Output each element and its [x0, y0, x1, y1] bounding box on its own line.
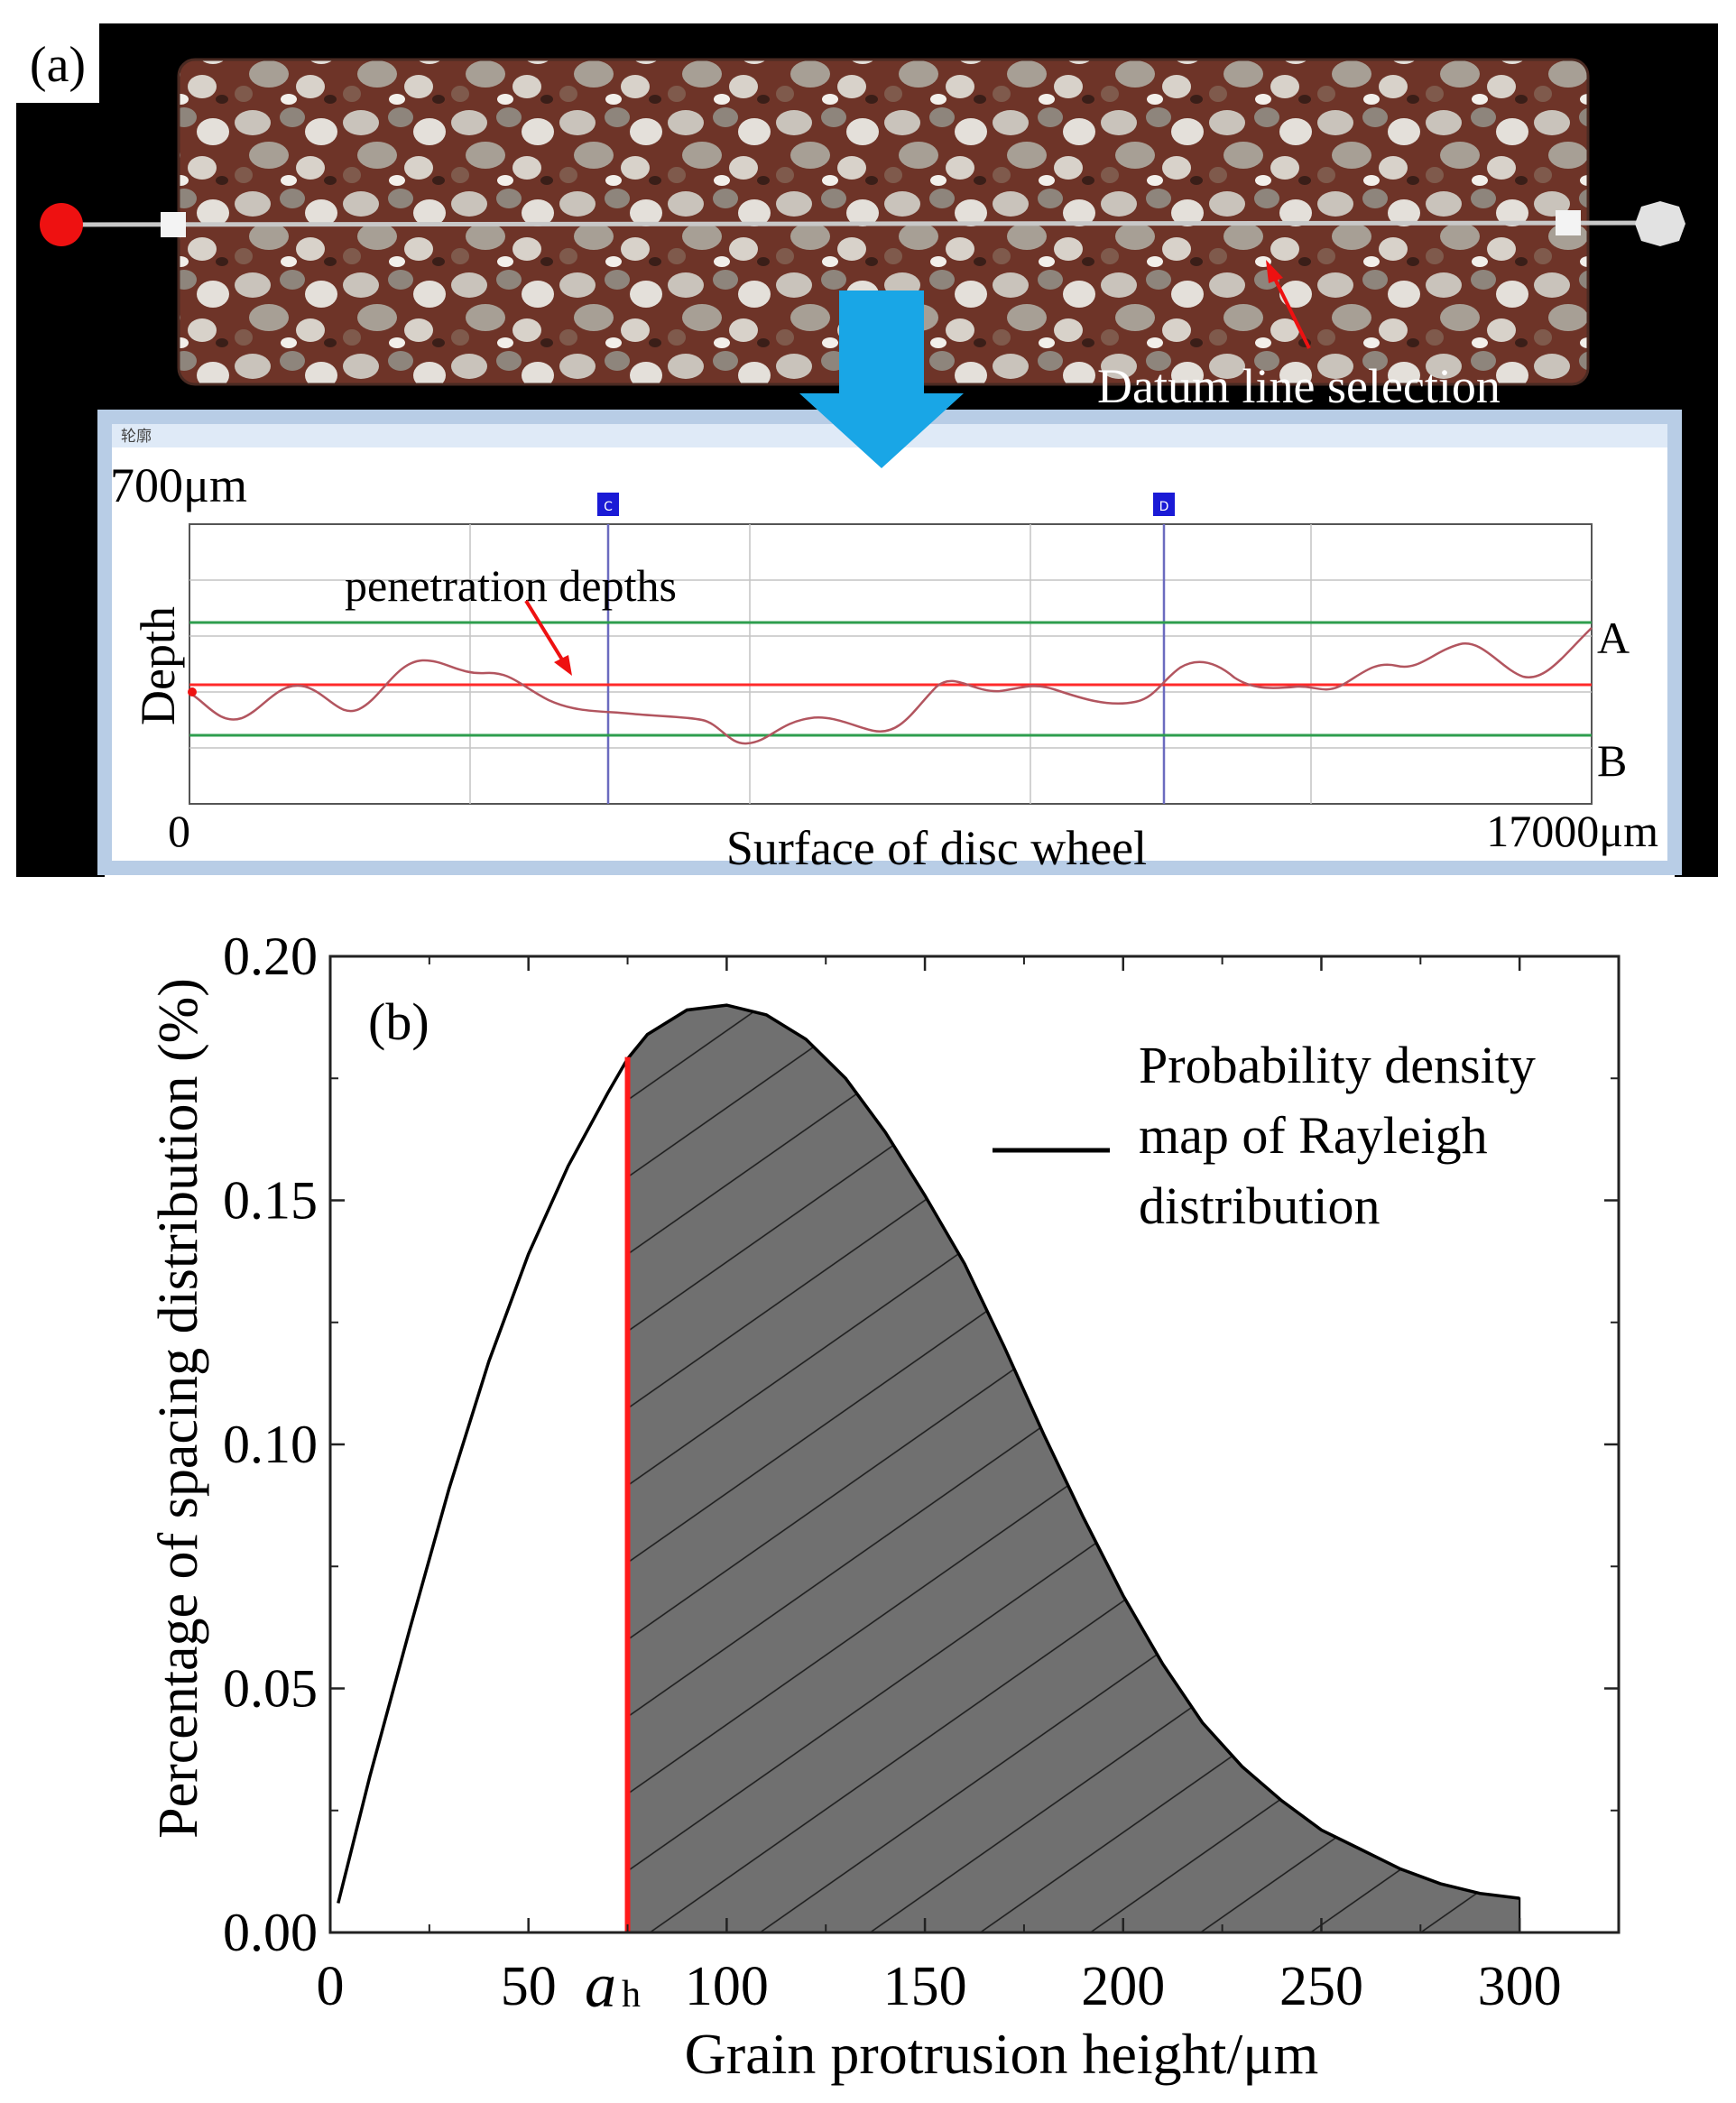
legend-text-line: Probability density	[1139, 1036, 1536, 1094]
panel-a-label: (a)	[30, 37, 86, 93]
y-axis-label: Percentage of spacing distribution (%)	[148, 978, 209, 1839]
y-tick-label: 0.00	[223, 1903, 318, 1962]
surface-profile-curve	[189, 627, 1593, 745]
x-tick-label: 300	[1478, 1956, 1562, 2017]
scale-top-label: 700μm	[110, 458, 247, 512]
window-caption: 轮廓	[121, 428, 152, 446]
panel-a-label-box	[16, 23, 99, 103]
legend-text-line: map of Rayleigh	[1139, 1106, 1488, 1165]
profile-x-origin: 0	[168, 806, 190, 856]
y-tick-label: 0.15	[223, 1171, 318, 1231]
rayleigh-chart: 0 50 100 150 200 250 300 0.00 0.05 0.10 0.15 0.20 a h…	[148, 927, 1621, 2086]
x-tick-label: 0	[317, 1956, 345, 2017]
rayleigh-curve	[337, 1003, 1520, 1904]
marker-c-label: C	[604, 500, 613, 514]
datum-end-handle[interactable]	[1635, 201, 1685, 246]
transition-arrow	[799, 291, 964, 468]
penetration-arrow-head	[554, 655, 572, 676]
threshold-label: a	[585, 1951, 616, 2021]
y-tick-label: 0.20	[223, 927, 318, 986]
datum-annotation-arrow	[1266, 260, 1311, 349]
panel-b-label: (b)	[368, 992, 429, 1051]
panel-b: 0 50 100 150 200 250 300 0.00 0.05 0.10 0.15 0.20 a h…	[0, 884, 1736, 2103]
line-a-label: A	[1597, 613, 1630, 663]
y-tick-label: 0.10	[223, 1415, 318, 1474]
datum-left-knob[interactable]	[161, 212, 186, 237]
panel-a: Datum line selection (a) 轮廓 700μm	[16, 23, 1718, 877]
profile-window: 轮廓 700μm C D	[97, 410, 1682, 877]
y-tick-label: 0.05	[223, 1659, 318, 1719]
profile-xlabel: Surface of disc wheel	[726, 821, 1147, 875]
profile-gridlines	[189, 524, 1592, 804]
datum-right-knob[interactable]	[1556, 210, 1581, 235]
profile-x-end: 17000μm	[1486, 806, 1658, 856]
datum-start-handle[interactable]	[40, 203, 83, 246]
x-tick-label: 50	[501, 1956, 557, 2017]
x-tick-label: 200	[1081, 1956, 1165, 2017]
threshold-subscript: h	[622, 1974, 641, 2015]
panel-a-canvas: Datum line selection (a) 轮廓 700μm	[16, 23, 1685, 877]
marker-d-handle[interactable]	[1153, 493, 1175, 516]
datum-annotation: Datum line selection	[1097, 359, 1501, 413]
marker-c-handle[interactable]	[597, 493, 619, 516]
penetration-arrow-shaft	[524, 599, 567, 666]
x-tick-label: 150	[883, 1956, 967, 2017]
line-b-label: B	[1597, 735, 1627, 786]
datum-line[interactable]	[40, 201, 1685, 246]
penetration-annotation: penetration depths	[345, 560, 677, 611]
profile-plot-area	[189, 523, 1593, 805]
marker-d-label: D	[1159, 500, 1169, 514]
x-tick-label: 250	[1279, 1956, 1363, 2017]
x-tick-label: 100	[685, 1956, 769, 2017]
legend-text-line: distribution	[1139, 1176, 1380, 1235]
profile-ylabel: Depth	[131, 606, 185, 725]
profile-start-dot	[188, 687, 197, 696]
x-axis-label: Grain protrusion height/μm	[685, 2022, 1319, 2086]
